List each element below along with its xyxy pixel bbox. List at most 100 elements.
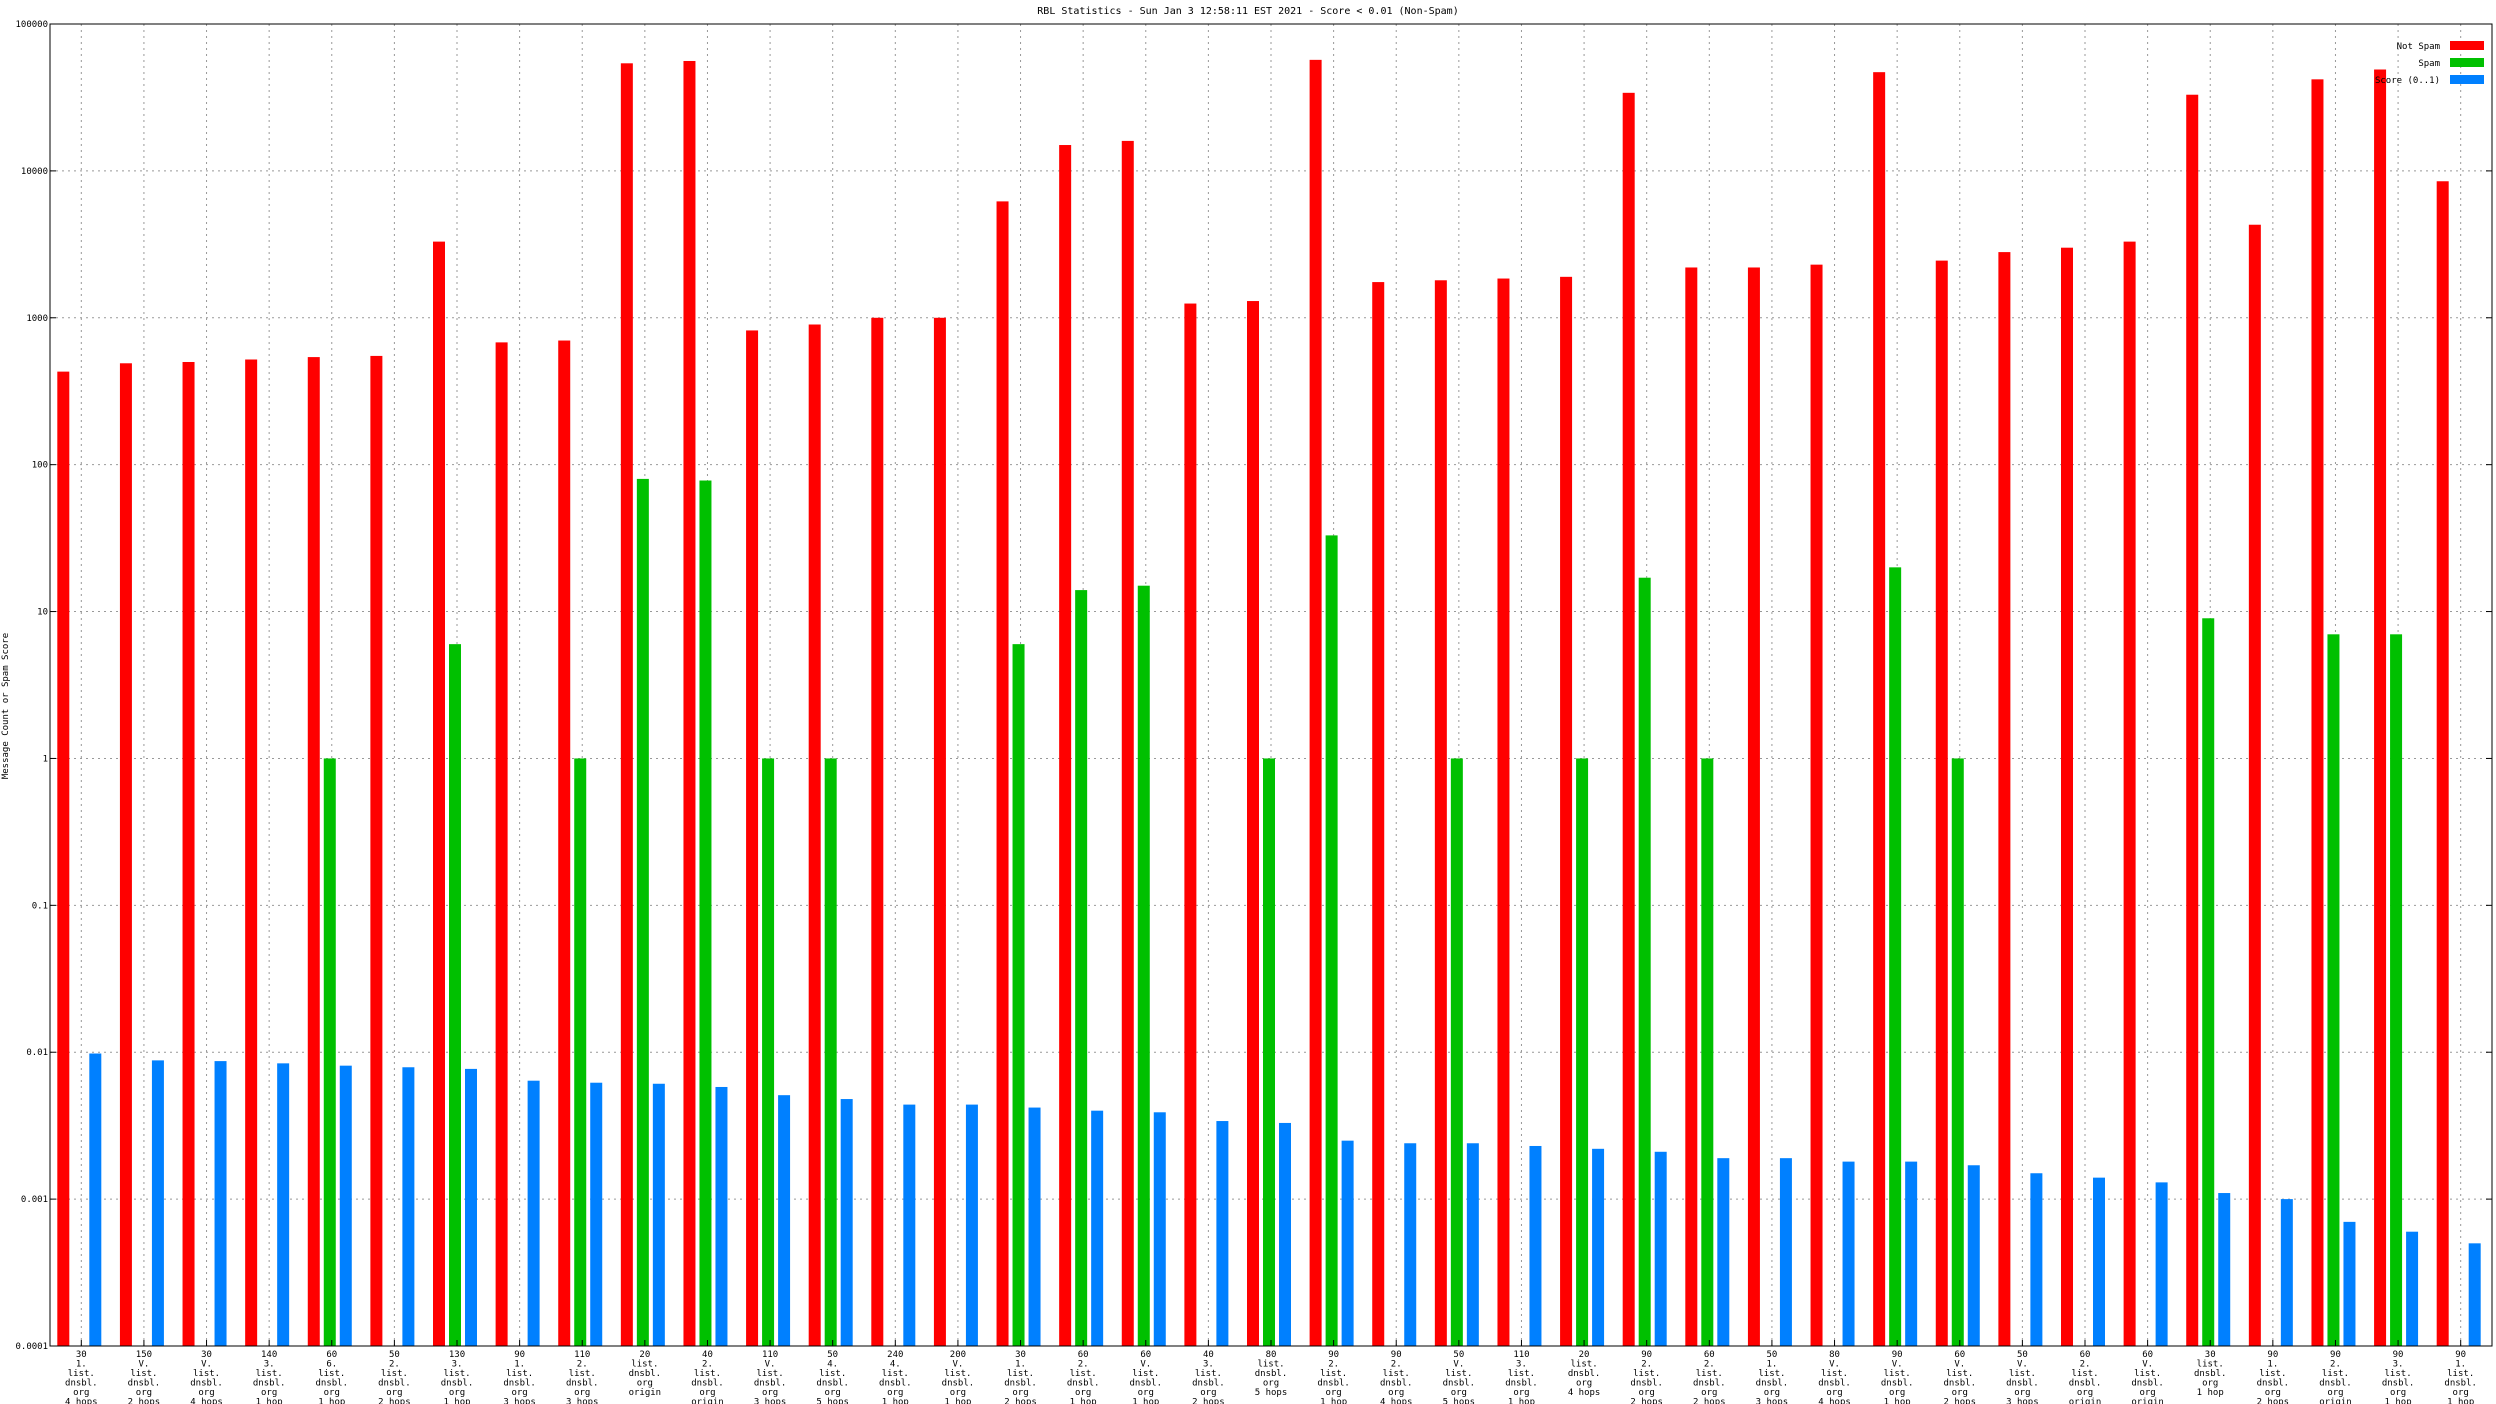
bar-spam bbox=[1951, 758, 1964, 1346]
category-label-line: dnsbl. bbox=[816, 1379, 849, 1389]
category-label-line: 80 bbox=[1829, 1350, 1840, 1360]
category-label-line: list. bbox=[1571, 1360, 1598, 1370]
category-label-line: 150 bbox=[136, 1350, 152, 1360]
bar-spam bbox=[1889, 567, 1902, 1346]
category-label-line: 90 bbox=[2267, 1350, 2278, 1360]
category-label-line: list. bbox=[1946, 1369, 1973, 1379]
category-label-line: 3. bbox=[452, 1360, 463, 1370]
category-label-line: org bbox=[2202, 1379, 2218, 1389]
category-label: 30 V. list. dnsbl. org 4 hops bbox=[190, 1350, 223, 1404]
category-label-line: 140 bbox=[261, 1350, 277, 1360]
category-label: 200 V. list. dnsbl. org 1 hop bbox=[942, 1350, 975, 1404]
bar-not-spam bbox=[620, 63, 633, 1347]
category-label-line: 2 hops bbox=[1944, 1398, 1977, 1404]
category-label-line: dnsbl. bbox=[566, 1379, 599, 1389]
category-label: 20 list. dnsbl. org origin bbox=[629, 1350, 662, 1398]
category-label-line: V. bbox=[2017, 1360, 2028, 1370]
category-label-line: dnsbl. bbox=[2131, 1379, 2164, 1389]
category-label: 60 2. list. dnsbl. org 1 hop bbox=[1067, 1350, 1100, 1404]
category-label-line: 2 hops bbox=[128, 1398, 161, 1404]
category-label-line: org bbox=[2453, 1388, 2469, 1398]
category-label-line: dnsbl. bbox=[879, 1379, 912, 1389]
bar-spam bbox=[762, 758, 775, 1346]
bars bbox=[57, 59, 2481, 1347]
category-label-line: 3. bbox=[2393, 1360, 2404, 1370]
bar-score-0-1 bbox=[2155, 1182, 2168, 1346]
category-label-line: org bbox=[1263, 1379, 1279, 1389]
category-label-line: dnsbl. bbox=[503, 1379, 536, 1389]
category-label-line: org bbox=[1952, 1388, 1968, 1398]
category-label-line: V. bbox=[2142, 1360, 2153, 1370]
category-label-line: 5 hops bbox=[1443, 1398, 1476, 1404]
category-label-line: origin bbox=[691, 1398, 724, 1404]
category-label-line: 3 hops bbox=[1756, 1398, 1789, 1404]
category-label-line: list. bbox=[193, 1369, 220, 1379]
category-label-line: list. bbox=[1007, 1369, 1034, 1379]
bar-score-0-1 bbox=[1592, 1148, 1605, 1346]
category-label: 50 1. list. dnsbl. org 3 hops bbox=[1756, 1350, 1789, 1404]
category-label-line: 20 bbox=[639, 1350, 650, 1360]
category-label-line: list. bbox=[2385, 1369, 2412, 1379]
category-label-line: 4 hops bbox=[1818, 1398, 1851, 1404]
category-label-line: org bbox=[511, 1388, 527, 1398]
category-label: 110 V. list. dnsbl. org 3 hops bbox=[754, 1350, 787, 1404]
bar-score-0-1 bbox=[1279, 1122, 1291, 1346]
bar-not-spam bbox=[996, 201, 1009, 1346]
category-label-line: dnsbl. bbox=[190, 1379, 223, 1389]
bar-score-0-1 bbox=[2218, 1193, 2231, 1346]
category-label-line: list. bbox=[1132, 1369, 1159, 1379]
category-label-line: 2. bbox=[577, 1360, 588, 1370]
bar-spam bbox=[824, 758, 837, 1346]
category-label-line: dnsbl. bbox=[1693, 1379, 1726, 1389]
bar-not-spam bbox=[57, 371, 70, 1346]
category-label: 80 list. dnsbl. org 5 hops bbox=[1255, 1350, 1288, 1398]
category-label-line: org bbox=[2077, 1388, 2093, 1398]
category-label-line: 2. bbox=[1328, 1360, 1339, 1370]
category-label-line: list. bbox=[1508, 1369, 1535, 1379]
category-label-line: 110 bbox=[574, 1350, 590, 1360]
category-label: 60 V. list. dnsbl. org 2 hops bbox=[1944, 1350, 1977, 1404]
bar-not-spam bbox=[182, 361, 195, 1346]
category-label-line: 6. bbox=[326, 1360, 337, 1370]
category-label-line: list. bbox=[443, 1369, 470, 1379]
bar-score-0-1 bbox=[1842, 1161, 1855, 1346]
category-label-line: 130 bbox=[449, 1350, 465, 1360]
bar-spam bbox=[1638, 577, 1651, 1346]
category-label-line: 2. bbox=[1641, 1360, 1652, 1370]
bar-not-spam bbox=[1873, 72, 1886, 1347]
legend-label: Spam bbox=[2418, 59, 2440, 69]
category-label-line: 60 bbox=[1140, 1350, 1151, 1360]
category-label-line: 2. bbox=[1391, 1360, 1402, 1370]
category-label-line: org bbox=[762, 1388, 778, 1398]
category-label-line: org bbox=[2265, 1388, 2281, 1398]
bar-not-spam bbox=[808, 324, 821, 1347]
category-label-line: 40 bbox=[1203, 1350, 1214, 1360]
bar-not-spam bbox=[2248, 224, 2261, 1347]
bar-score-0-1 bbox=[1404, 1143, 1417, 1346]
category-label: 110 3. list. dnsbl. org 1 hop bbox=[1505, 1350, 1538, 1404]
category-label-line: 1. bbox=[514, 1360, 525, 1370]
category-label-line: dnsbl. bbox=[691, 1379, 724, 1389]
category-label: 150 V. list. dnsbl. org 2 hops bbox=[128, 1350, 161, 1404]
y-axis-ticks: 0.0001 0.001 0.01 0.1 1 10 100 1000 10000 100000 bbox=[15, 20, 2492, 1352]
category-label-line: 5 hops bbox=[816, 1398, 849, 1404]
category-label-line: dnsbl. bbox=[1568, 1369, 1601, 1379]
category-label-line: 1. bbox=[2267, 1360, 2278, 1370]
category-label-line: list. bbox=[1257, 1360, 1284, 1370]
category-label-line: org bbox=[1451, 1388, 1467, 1398]
category-label-line: origin bbox=[629, 1388, 662, 1398]
category-label-line: org bbox=[261, 1388, 277, 1398]
category-label-line: 4 hops bbox=[65, 1398, 98, 1404]
category-label-line: V. bbox=[201, 1360, 212, 1370]
category-label-line: list. bbox=[2259, 1369, 2286, 1379]
category-label-line: list. bbox=[694, 1369, 721, 1379]
bar-spam bbox=[1701, 758, 1714, 1346]
bar-score-0-1 bbox=[1028, 1107, 1041, 1346]
category-label-line: dnsbl. bbox=[1130, 1379, 1163, 1389]
bar-not-spam bbox=[2061, 247, 2073, 1346]
y-tick-label: 1 bbox=[43, 754, 48, 764]
bar-score-0-1 bbox=[151, 1060, 164, 1346]
category-label-line: dnsbl. bbox=[1443, 1379, 1476, 1389]
